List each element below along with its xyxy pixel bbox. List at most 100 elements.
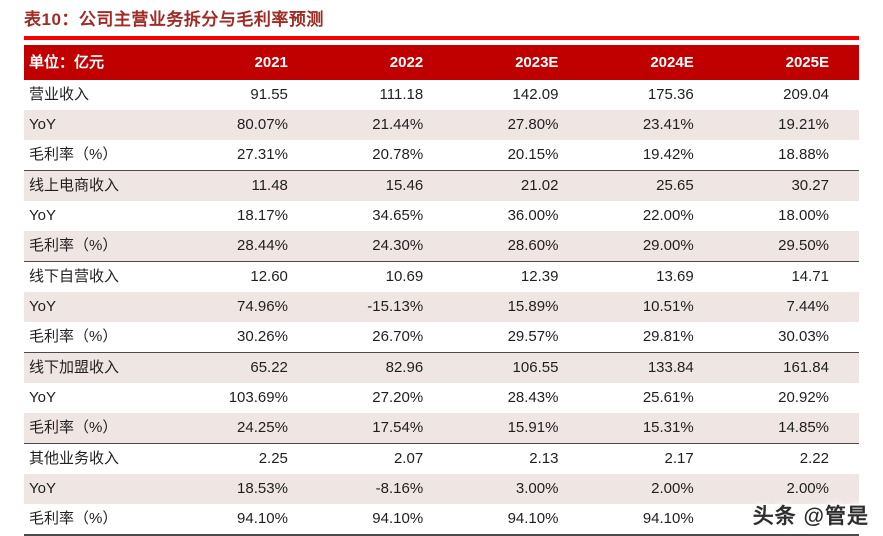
row-value: 25.65 — [588, 170, 724, 201]
table-row: 其他业务收入 2.25 2.07 2.13 2.17 2.22 — [24, 443, 859, 474]
row-value: 27.80% — [507, 116, 559, 133]
year-column-header: 2024E — [588, 45, 724, 80]
row-value: 94.10% — [182, 504, 318, 536]
table-row: YoY 103.69% 27.20% 28.43% 25.61% 20.92% — [24, 383, 859, 413]
row-label: 毛利率（%） — [29, 146, 118, 163]
row-value: -8.16% — [375, 480, 424, 497]
table-row: YoY 18.53% -8.16% 3.00% 2.00% 2.00% — [24, 474, 859, 504]
table-row: YoY 18.17% 34.65% 36.00% 22.00% 18.00% — [24, 201, 859, 231]
table-header-row: 单位：亿元 2021 2022 2023E 2024E 2025E — [24, 45, 859, 80]
row-value: 12.39 — [453, 261, 589, 292]
row-value: 175.36 — [647, 86, 694, 103]
row-value: 18.53% — [237, 480, 288, 497]
row-value: 94.10% — [453, 504, 589, 536]
row-value: 23.41% — [642, 116, 694, 133]
row-value: 25.61% — [642, 389, 694, 406]
row-value: 29.81% — [642, 328, 694, 345]
row-value: 10.51% — [642, 298, 694, 315]
row-label: YoY — [29, 207, 56, 224]
table-row: 线下加盟收入 65.22 82.96 106.55 133.84 161.84 — [24, 352, 859, 383]
row-value: 20.15% — [507, 146, 559, 163]
row-value: 15.31% — [642, 419, 694, 436]
row-label: 其他业务收入 — [24, 443, 183, 474]
row-value: 28.60% — [507, 237, 559, 254]
table-title: 表10：公司主营业务拆分与毛利率预测 — [24, 10, 324, 29]
year-column-header: 2021 — [182, 45, 318, 80]
row-value: 27.31% — [237, 146, 288, 163]
row-label: 毛利率（%） — [29, 419, 118, 436]
year-column-header: 2022 — [317, 45, 454, 80]
row-value: 19.42% — [642, 146, 694, 163]
table-row: YoY 80.07% 21.44% 27.80% 23.41% 19.21% — [24, 110, 859, 140]
row-label: 线下加盟收入 — [24, 352, 183, 383]
row-value: 3.00% — [515, 480, 559, 497]
row-label: YoY — [29, 480, 56, 497]
table-row: 营业收入 91.55 111.18 142.09 175.36 209.04 — [24, 80, 859, 110]
table-row: 毛利率（%） 30.26% 26.70% 29.57% 29.81% 30.03% — [24, 322, 859, 353]
row-value: 82.96 — [317, 352, 454, 383]
row-value: 209.04 — [783, 86, 829, 103]
row-value: 142.09 — [512, 86, 559, 103]
row-value: 27.20% — [372, 389, 424, 406]
row-value: 21.44% — [372, 116, 424, 133]
row-value: 20.78% — [372, 146, 424, 163]
row-value: 133.84 — [588, 352, 724, 383]
row-value: 30.03% — [778, 328, 829, 345]
row-value: 24.25% — [237, 419, 288, 436]
row-value: 91.55 — [250, 86, 288, 103]
row-value: 74.96% — [237, 298, 288, 315]
row-value: 29.57% — [507, 328, 559, 345]
row-value: 17.54% — [372, 419, 424, 436]
row-value: 106.55 — [453, 352, 589, 383]
row-value: 20.92% — [778, 389, 829, 406]
table-row: 线下自营收入 12.60 10.69 12.39 13.69 14.71 — [24, 261, 859, 292]
row-value: 36.00% — [507, 207, 559, 224]
row-value: 111.18 — [379, 86, 424, 103]
row-value: -15.13% — [367, 298, 424, 315]
row-value: 80.07% — [237, 116, 288, 133]
table-row: YoY 74.96% -15.13% 15.89% 10.51% 7.44% — [24, 292, 859, 322]
row-value: 14.71 — [723, 261, 859, 292]
row-value: 21.02 — [453, 170, 589, 201]
row-value: 29.00% — [642, 237, 694, 254]
row-value: 15.91% — [507, 419, 559, 436]
table-row: 毛利率（%） 24.25% 17.54% 15.91% 15.31% 14.85% — [24, 413, 859, 444]
row-value: 2.00% — [651, 480, 694, 497]
row-value: 65.22 — [182, 352, 318, 383]
title-underline-rule — [24, 36, 859, 40]
row-value: 18.00% — [778, 207, 829, 224]
unit-label: 单位：亿元 — [24, 45, 183, 80]
row-value: 22.00% — [642, 207, 694, 224]
row-value: 34.65% — [372, 207, 424, 224]
row-value: 28.43% — [507, 389, 559, 406]
row-value: 26.70% — [372, 328, 424, 345]
table-row: 毛利率（%） 27.31% 20.78% 20.15% 19.42% 18.88% — [24, 140, 859, 171]
row-value: 28.44% — [237, 237, 288, 254]
row-value: 18.17% — [237, 207, 288, 224]
row-value: 18.88% — [778, 146, 829, 163]
row-label: 营业收入 — [29, 86, 90, 103]
row-value: 2.13 — [453, 443, 589, 474]
row-value: 2.22 — [723, 443, 859, 474]
year-column-header: 2025E — [723, 45, 859, 80]
row-value: 30.27 — [723, 170, 859, 201]
row-label: 线下自营收入 — [24, 261, 183, 292]
row-value: 103.69% — [228, 389, 288, 406]
row-label: YoY — [29, 389, 56, 406]
row-value: 2.07 — [317, 443, 454, 474]
table-row: 线上电商收入 11.48 15.46 21.02 25.65 30.27 — [24, 170, 859, 201]
watermark: 头条 @管是 — [752, 505, 869, 528]
row-value: 15.89% — [507, 298, 559, 315]
row-value: 7.44% — [786, 298, 829, 315]
table-row: 毛利率（%） 28.44% 24.30% 28.60% 29.00% 29.50% — [24, 231, 859, 262]
row-value: 12.60 — [182, 261, 318, 292]
row-label: YoY — [29, 298, 56, 315]
row-label: YoY — [29, 116, 56, 133]
row-value: 15.46 — [317, 170, 454, 201]
row-label: 线上电商收入 — [24, 170, 183, 201]
row-value: 94.10% — [317, 504, 454, 536]
row-value: 30.26% — [237, 328, 288, 345]
row-value: 2.00% — [786, 480, 829, 497]
row-value: 94.10% — [588, 504, 724, 536]
